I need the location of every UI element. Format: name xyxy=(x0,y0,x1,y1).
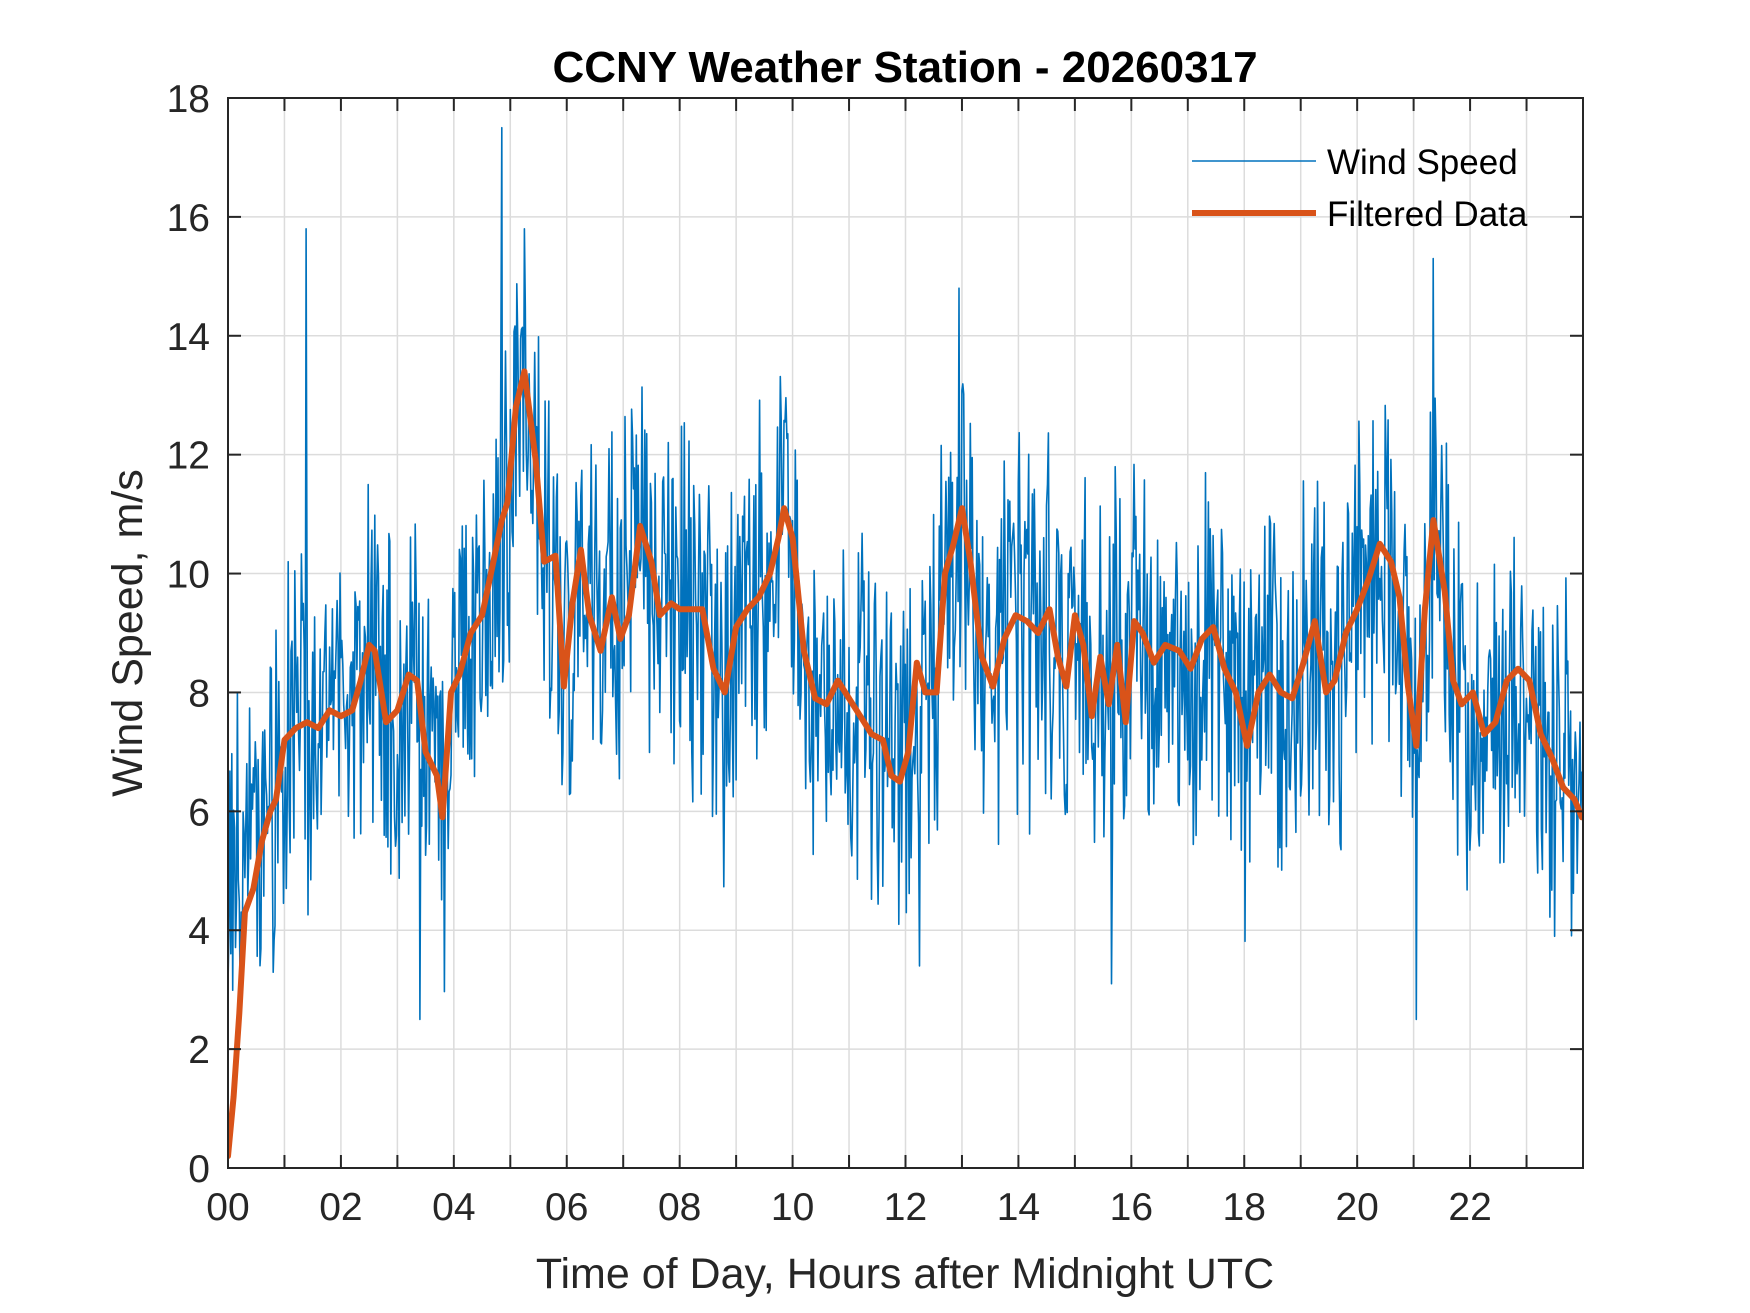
x-tick-label: 08 xyxy=(658,1186,701,1229)
x-tick-label: 02 xyxy=(319,1186,362,1229)
y-tick-label: 4 xyxy=(188,910,210,953)
x-tick-label: 14 xyxy=(997,1186,1040,1229)
legend: Wind Speed Filtered Data xyxy=(1192,143,1528,234)
x-tick-label: 10 xyxy=(771,1186,814,1229)
x-axis-label: Time of Day, Hours after Midnight UTC xyxy=(536,1250,1274,1298)
y-tick-label: 16 xyxy=(167,197,210,240)
series-line-filtered-data xyxy=(228,368,1583,1160)
y-tick-labels: 0 2 4 6 8 10 12 14 16 18 xyxy=(167,78,210,1191)
y-axis-label: Wind Speed, m/s xyxy=(104,469,152,796)
y-tick-label: 2 xyxy=(188,1029,210,1072)
y-tick-label: 18 xyxy=(167,78,210,121)
y-tick-label: 0 xyxy=(188,1148,210,1191)
x-tick-label: 22 xyxy=(1448,1186,1491,1229)
y-tick-label: 10 xyxy=(167,554,210,597)
y-tick-label: 14 xyxy=(167,316,210,359)
ticks xyxy=(227,97,1583,1169)
x-tick-labels: 00 02 04 06 08 10 12 14 16 18 20 22 xyxy=(206,1186,1491,1229)
x-tick-label: 04 xyxy=(432,1186,475,1229)
y-tick-label: 6 xyxy=(188,791,210,834)
chart-title: CCNY Weather Station - 20260317 xyxy=(552,43,1257,92)
x-tick-label: 00 xyxy=(206,1186,249,1229)
x-tick-label: 18 xyxy=(1223,1186,1266,1229)
y-tick-label: 8 xyxy=(188,672,210,715)
x-tick-label: 12 xyxy=(884,1186,927,1229)
x-tick-label: 06 xyxy=(545,1186,588,1229)
x-tick-label: 16 xyxy=(1110,1186,1153,1229)
legend-label-wind-speed: Wind Speed xyxy=(1327,143,1518,182)
series-line-wind-speed xyxy=(228,126,1583,1021)
x-tick-label: 20 xyxy=(1335,1186,1378,1229)
legend-label-filtered-data: Filtered Data xyxy=(1327,195,1528,234)
y-tick-label: 12 xyxy=(167,435,210,478)
